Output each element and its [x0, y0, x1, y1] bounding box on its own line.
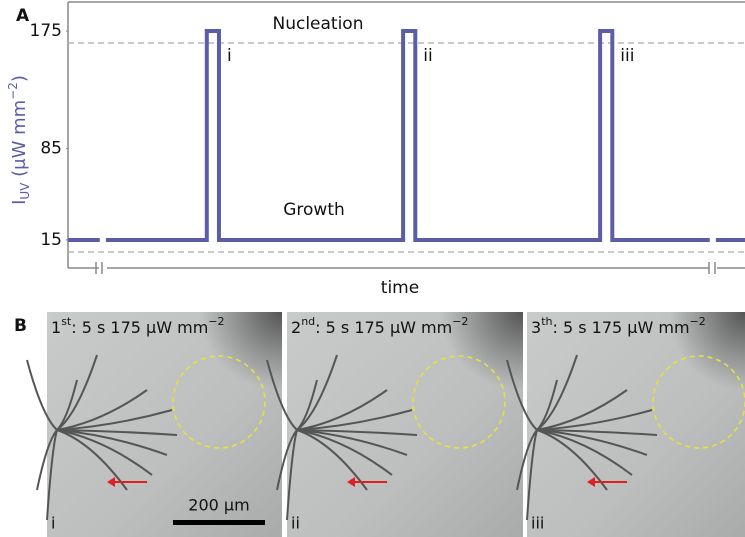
image-tag: iii	[531, 514, 544, 533]
branch	[536, 429, 633, 476]
branch	[56, 429, 168, 456]
branch	[56, 429, 128, 491]
annotation: Nucleation	[272, 14, 363, 34]
image-shade	[47, 312, 282, 537]
branch	[296, 379, 318, 431]
target-circle	[652, 355, 745, 449]
y-label-part: (μW mm	[9, 100, 30, 183]
branch	[56, 429, 153, 476]
frame	[67, 1, 745, 274]
target-circle	[172, 355, 266, 449]
y-label-part: −2	[6, 82, 20, 100]
caption-part: st	[61, 315, 72, 328]
branch	[536, 429, 648, 456]
pulse-label: ii	[423, 46, 432, 66]
micrograph: 1st: 5 s 175 μW mm−2 i	[26, 312, 282, 537]
branch	[36, 429, 58, 491]
branch	[46, 429, 58, 521]
branch	[276, 429, 298, 491]
threshold-lines	[68, 42, 745, 253]
branch	[296, 429, 408, 456]
arrow-head	[107, 477, 115, 487]
micrograph: 2nd: 5 s 175 μW mm−2 ii	[266, 312, 523, 537]
arrow-head	[587, 477, 595, 487]
branch	[296, 429, 418, 436]
image-tag: ii	[291, 514, 300, 533]
y-label-part: UV	[18, 182, 32, 200]
caption-part: −2	[208, 315, 224, 328]
branch	[56, 379, 78, 431]
y-tick-label: 175	[30, 21, 62, 41]
arrow-head	[347, 477, 355, 487]
y-tick-label: 85	[40, 139, 62, 159]
branch	[56, 389, 148, 431]
branch	[296, 429, 368, 491]
branch	[26, 359, 58, 431]
caption-part: 2	[291, 318, 301, 337]
caption-part: : 5 s 175 μW mm	[315, 318, 452, 337]
branch	[536, 409, 653, 431]
image-tag: i	[51, 514, 55, 533]
annotation: Growth	[283, 200, 345, 220]
micrograph: 3th: 5 s 175 μW mm−2 iii	[506, 312, 745, 537]
branch	[296, 429, 393, 476]
caption: 2nd: 5 s 175 μW mm−2	[291, 315, 468, 337]
y-axis-label: IUV (μW mm−2)	[6, 75, 32, 205]
branch	[516, 429, 538, 491]
y-tick-label: 15	[40, 230, 62, 250]
y-label-part: I	[9, 200, 30, 205]
caption-part: nd	[301, 315, 315, 328]
branch	[536, 429, 658, 436]
panel-label: A	[16, 6, 30, 26]
branch	[536, 429, 608, 491]
image-shade	[527, 312, 745, 537]
caption: 1st: 5 s 175 μW mm−2	[51, 315, 225, 337]
caption-part: 1	[51, 318, 61, 337]
caption-part: : 5 s 175 μW mm	[71, 318, 208, 337]
branch	[286, 429, 298, 521]
x-axis-label: time	[381, 278, 419, 298]
branch	[296, 389, 388, 431]
image-shade	[287, 312, 523, 537]
caption-part: −2	[690, 315, 706, 328]
branch	[536, 389, 628, 431]
panel-label: B	[14, 316, 27, 336]
branch	[266, 359, 298, 431]
caption-part: : 5 s 175 μW mm	[552, 318, 689, 337]
scale-bar	[173, 520, 265, 525]
branch	[536, 379, 558, 431]
caption-part: 3	[531, 318, 541, 337]
pulse-label: iii	[620, 46, 634, 66]
y-label-part: )	[9, 75, 30, 82]
pulse-label: i	[227, 46, 232, 66]
branch	[296, 409, 413, 431]
branch	[526, 429, 538, 521]
scale-label: 200 μm	[188, 496, 249, 515]
branch	[56, 429, 178, 436]
caption-part: −2	[452, 315, 468, 328]
branch	[56, 409, 173, 431]
branch	[506, 359, 538, 431]
caption: 3th: 5 s 175 μW mm−2	[531, 315, 706, 337]
caption-part: th	[541, 315, 552, 328]
signal-line	[68, 29, 745, 242]
target-circle	[412, 355, 506, 449]
